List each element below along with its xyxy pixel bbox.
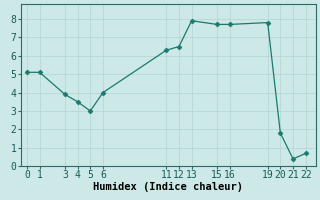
X-axis label: Humidex (Indice chaleur): Humidex (Indice chaleur)	[93, 182, 243, 192]
